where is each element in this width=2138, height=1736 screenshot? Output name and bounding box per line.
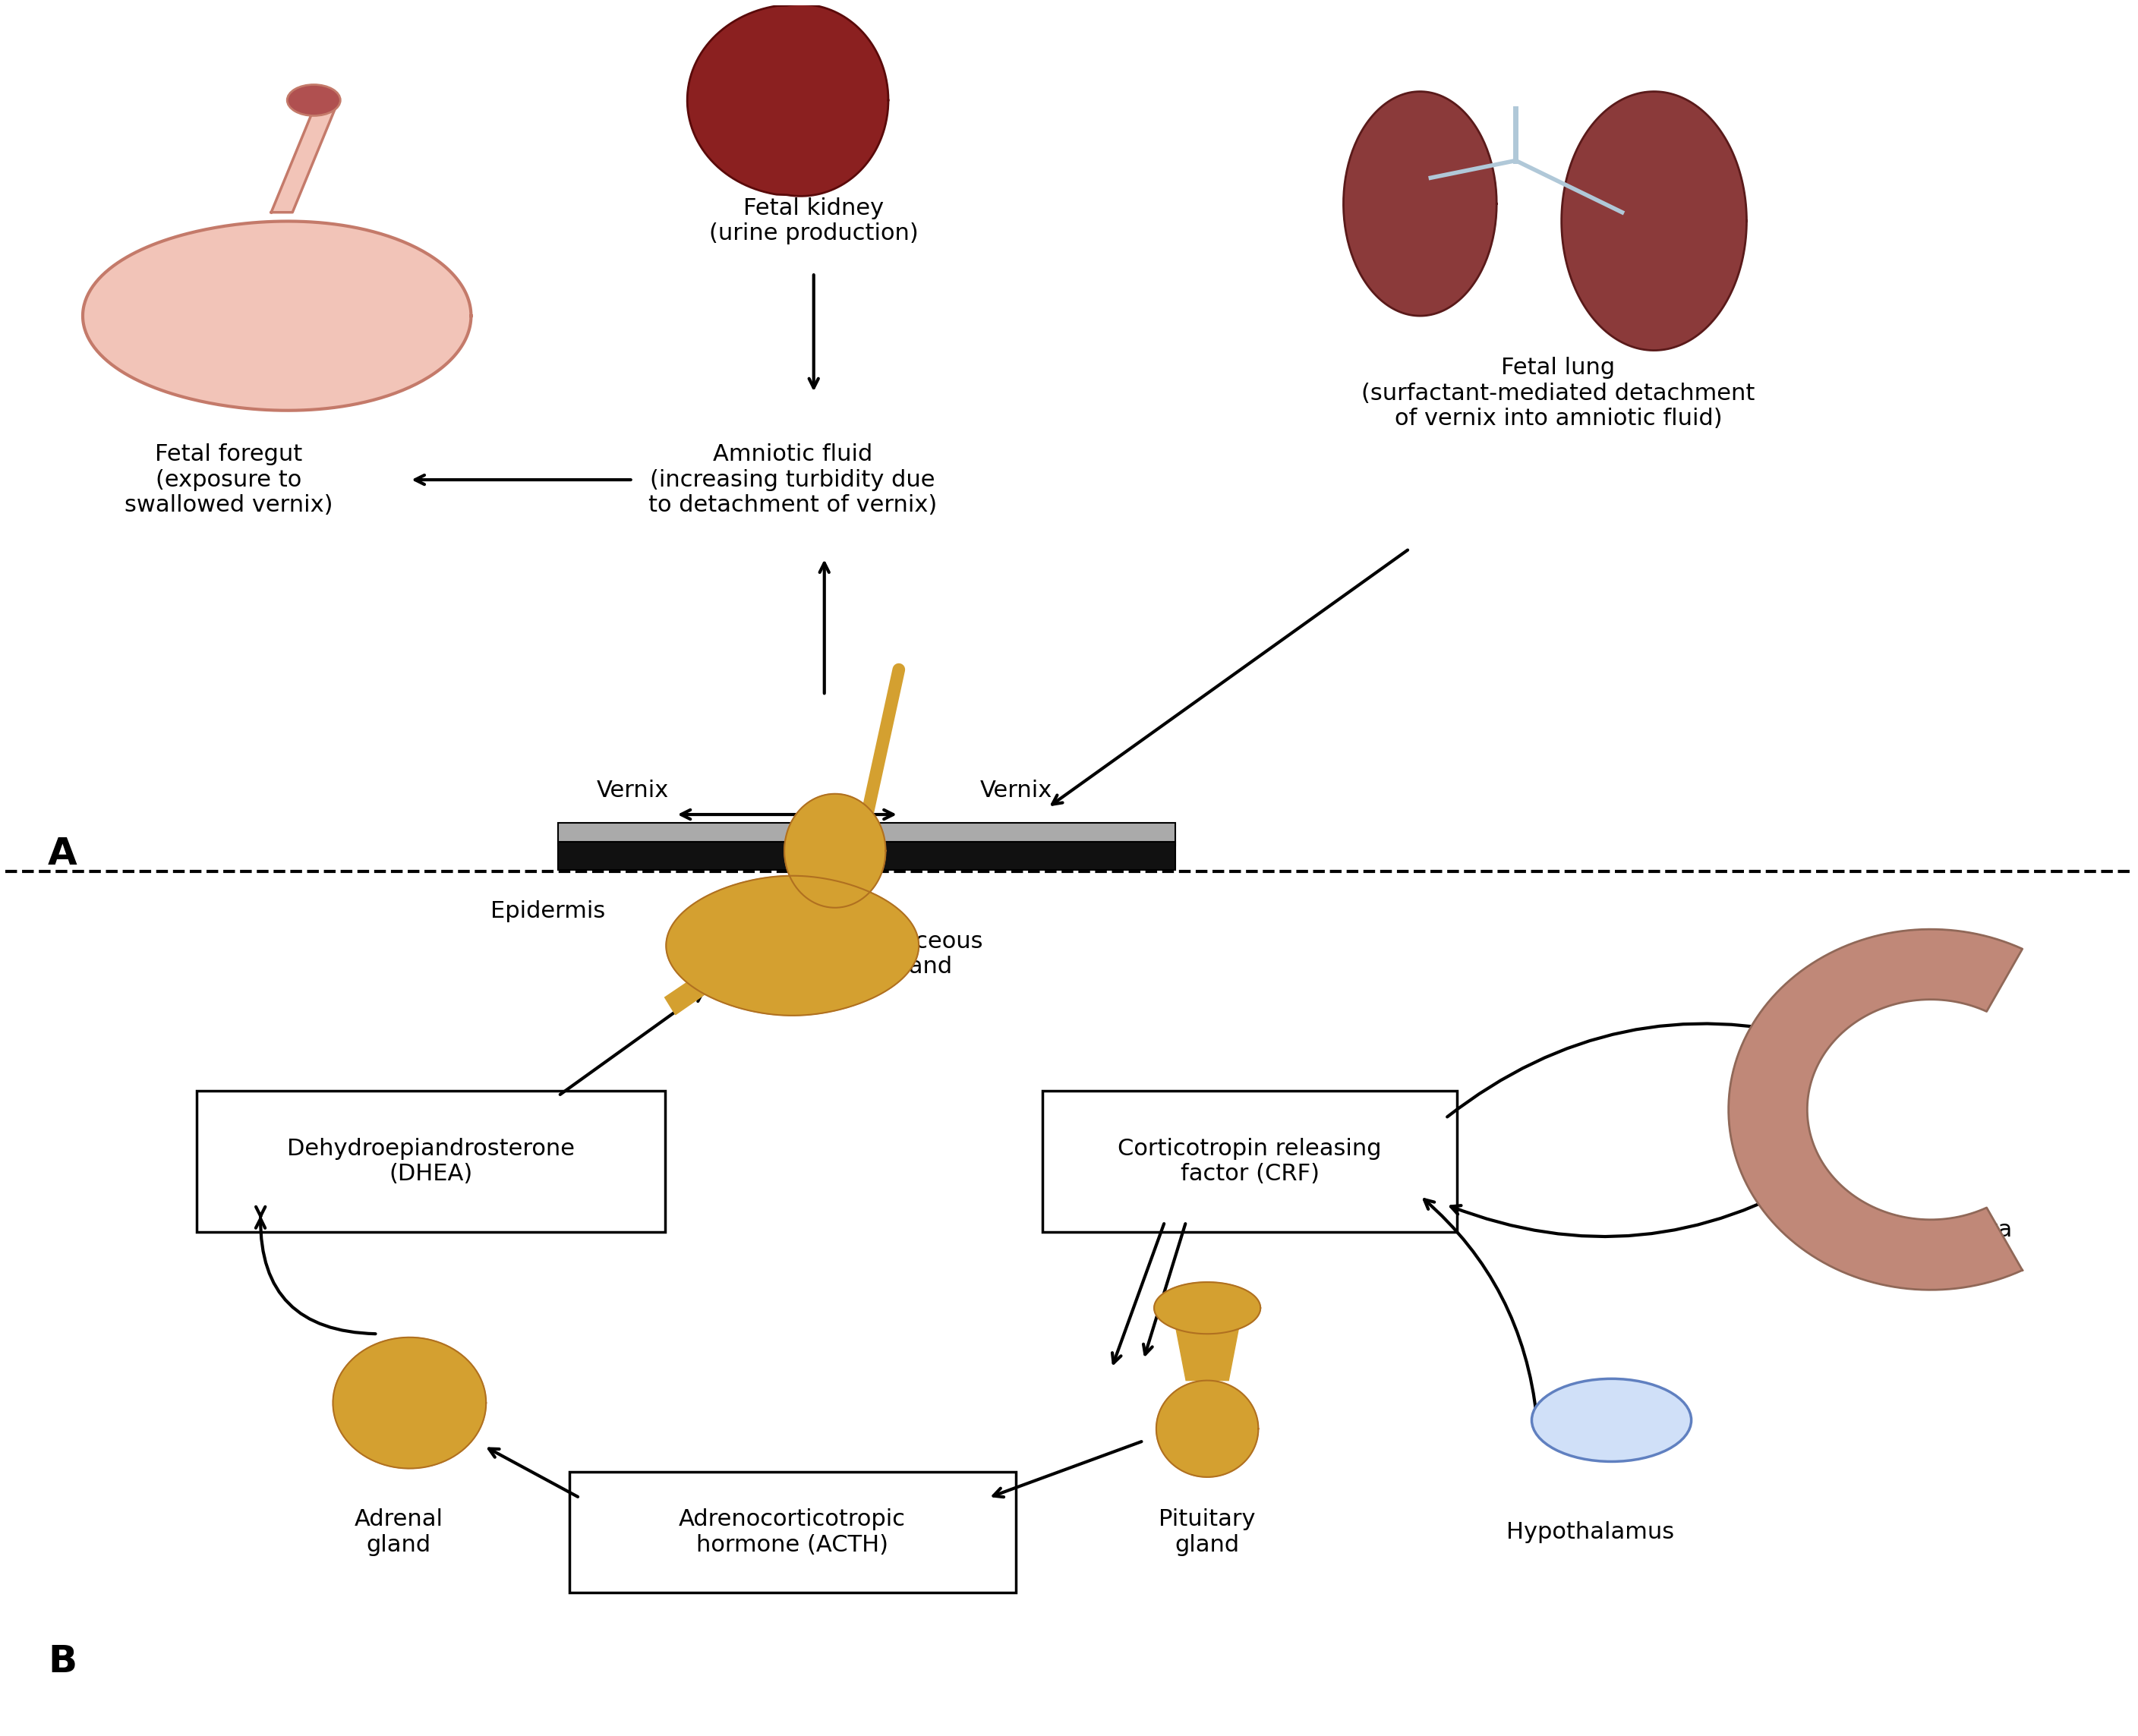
Polygon shape <box>1157 1380 1259 1477</box>
Text: Placenta: Placenta <box>1914 1219 2012 1241</box>
Polygon shape <box>667 875 919 1016</box>
Text: Hypothalamus: Hypothalamus <box>1507 1521 1674 1543</box>
Text: Adrenocorticotropic
hormone (ACTH): Adrenocorticotropic hormone (ACTH) <box>680 1509 907 1555</box>
Polygon shape <box>785 793 885 908</box>
FancyBboxPatch shape <box>1043 1090 1458 1233</box>
Polygon shape <box>686 3 887 196</box>
Text: Adrenal
gland: Adrenal gland <box>355 1509 443 1555</box>
Text: Corticotropin releasing
factor (CRF): Corticotropin releasing factor (CRF) <box>1118 1137 1381 1186</box>
Text: A: A <box>47 837 77 873</box>
Ellipse shape <box>1531 1378 1691 1462</box>
Polygon shape <box>1561 92 1747 351</box>
Text: Fetal kidney
(urine production): Fetal kidney (urine production) <box>710 198 919 245</box>
Text: Adrenocorticotropic
hormone (ACTH): Adrenocorticotropic hormone (ACTH) <box>680 1509 907 1555</box>
FancyBboxPatch shape <box>197 1090 665 1233</box>
FancyBboxPatch shape <box>569 1472 1016 1592</box>
Text: B: B <box>47 1644 77 1680</box>
Text: Epidermis: Epidermis <box>490 901 605 922</box>
Polygon shape <box>1176 1325 1240 1380</box>
FancyBboxPatch shape <box>558 842 1176 870</box>
Text: Dehydroepiandrosterone
(DHEA): Dehydroepiandrosterone (DHEA) <box>286 1137 575 1186</box>
Ellipse shape <box>286 85 340 116</box>
Text: Fetal foregut
(exposure to
swallowed vernix): Fetal foregut (exposure to swallowed ver… <box>124 443 334 516</box>
Text: Fetal lung
(surfactant-mediated detachment
of vernix into amniotic fluid): Fetal lung (surfactant-mediated detachme… <box>1362 358 1755 431</box>
Polygon shape <box>272 109 336 212</box>
Text: Pituitary
gland: Pituitary gland <box>1159 1509 1255 1555</box>
Text: Amniotic fluid
(increasing turbidity due
to detachment of vernix): Amniotic fluid (increasing turbidity due… <box>648 443 936 516</box>
Text: Sebaceous
gland: Sebaceous gland <box>857 930 983 977</box>
Text: Vernix: Vernix <box>979 779 1052 802</box>
Polygon shape <box>1728 929 2023 1290</box>
Polygon shape <box>334 1337 485 1469</box>
Text: Vernix: Vernix <box>597 779 669 802</box>
Polygon shape <box>665 955 750 1014</box>
Polygon shape <box>1343 92 1497 316</box>
Polygon shape <box>83 220 470 410</box>
FancyBboxPatch shape <box>558 823 1176 845</box>
Polygon shape <box>1155 1283 1261 1333</box>
